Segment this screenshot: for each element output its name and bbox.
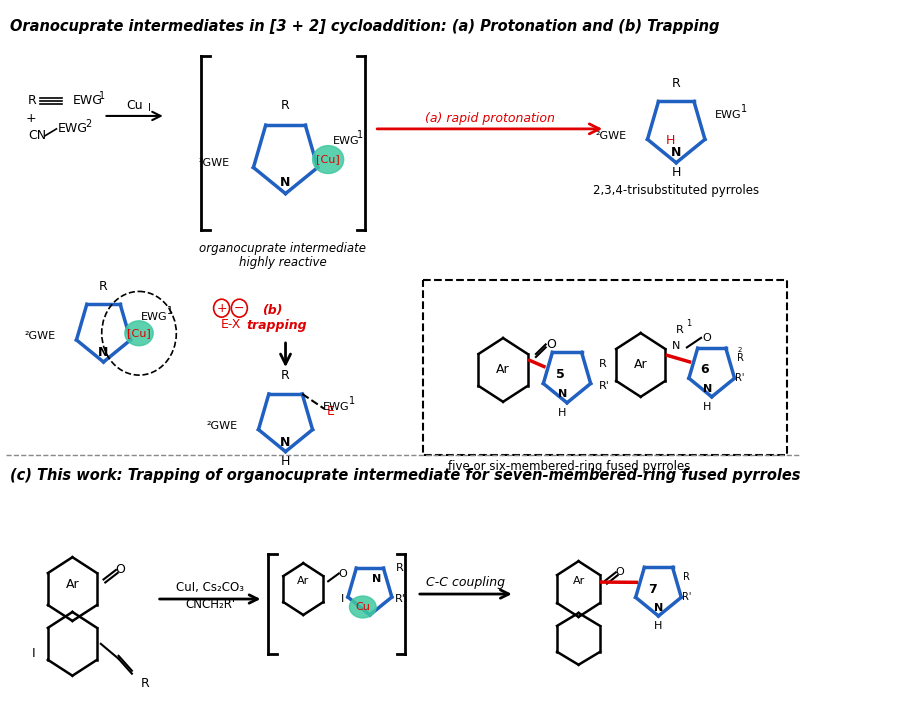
Text: ²GWE: ²GWE [24, 331, 56, 342]
Text: 1: 1 [357, 129, 364, 140]
Text: E: E [327, 406, 335, 418]
Text: H: H [703, 402, 711, 412]
Text: −: − [234, 302, 244, 315]
Text: R: R [281, 99, 290, 112]
Text: R: R [736, 353, 742, 363]
Text: I: I [32, 647, 35, 660]
Text: highly reactive: highly reactive [239, 256, 327, 269]
Text: R: R [281, 369, 290, 382]
Text: O: O [546, 338, 556, 351]
Text: EWG: EWG [322, 402, 349, 412]
Text: O: O [115, 563, 125, 576]
Text: five or six-membered-ring fused pyrroles: five or six-membered-ring fused pyrroles [448, 460, 690, 473]
Ellipse shape [124, 321, 153, 346]
Text: EWG: EWG [714, 110, 741, 120]
Text: 1: 1 [686, 319, 691, 328]
Text: EWG: EWG [72, 94, 102, 108]
Text: R: R [598, 359, 606, 369]
Text: Ar: Ar [496, 363, 510, 376]
Text: 1: 1 [741, 104, 746, 115]
Ellipse shape [312, 146, 344, 174]
Text: R: R [675, 325, 683, 335]
Text: N: N [670, 146, 681, 159]
Text: ²GWE: ²GWE [207, 421, 237, 431]
Text: O: O [701, 333, 710, 343]
Text: 2: 2 [85, 119, 91, 129]
Text: (a) rapid protonation: (a) rapid protonation [424, 112, 554, 125]
Text: O: O [337, 569, 346, 579]
Text: N: N [557, 389, 566, 399]
Text: CN: CN [28, 129, 46, 142]
Text: 2: 2 [737, 347, 741, 353]
Text: C-C coupling: C-C coupling [426, 576, 505, 588]
Text: O: O [614, 567, 623, 577]
Text: R': R' [681, 592, 691, 602]
Text: ²GWE: ²GWE [594, 131, 626, 141]
Text: CNCH₂R': CNCH₂R' [185, 598, 235, 612]
Text: 6: 6 [700, 363, 708, 376]
Text: +: + [25, 112, 36, 125]
Text: H: H [671, 166, 680, 179]
Text: (b): (b) [262, 304, 282, 316]
Ellipse shape [349, 596, 375, 618]
Text: R: R [99, 280, 107, 292]
Text: Ar: Ar [66, 578, 79, 591]
Text: ²GWE: ²GWE [198, 158, 229, 168]
Text: 7: 7 [647, 583, 656, 595]
Text: H: H [281, 455, 290, 468]
Text: Ar: Ar [572, 576, 584, 586]
Text: R': R' [394, 595, 405, 605]
Text: +: + [216, 302, 226, 315]
Text: 5: 5 [555, 368, 564, 382]
Text: 1: 1 [348, 396, 354, 406]
Text: H: H [654, 621, 662, 631]
Text: Cu: Cu [355, 602, 370, 612]
Text: 1: 1 [166, 307, 172, 316]
Text: E-X: E-X [220, 318, 241, 330]
Text: EWG: EWG [332, 136, 359, 146]
Text: H: H [557, 408, 566, 418]
Text: 2,3,4-trisubstituted pyrroles: 2,3,4-trisubstituted pyrroles [593, 184, 759, 197]
Text: Ar: Ar [297, 576, 309, 586]
Text: N: N [653, 603, 662, 613]
Text: EWG: EWG [58, 122, 88, 136]
Text: R: R [396, 563, 403, 574]
Text: R: R [683, 572, 689, 582]
Text: R': R' [598, 381, 609, 391]
Text: EWG: EWG [141, 312, 167, 323]
Text: CuI, Cs₂CO₃: CuI, Cs₂CO₃ [176, 581, 244, 593]
Text: I: I [148, 103, 151, 113]
Text: N: N [702, 384, 711, 394]
Text: I: I [340, 595, 344, 605]
Text: N: N [372, 574, 382, 583]
Text: N: N [280, 436, 290, 449]
Text: trapping: trapping [246, 318, 307, 332]
Text: R: R [671, 77, 680, 89]
Text: N: N [98, 346, 108, 359]
Text: R': R' [734, 373, 744, 383]
Text: R: R [28, 94, 37, 108]
Text: Cu: Cu [126, 99, 143, 112]
Text: Oranocuprate intermediates in [3 + 2] cycloaddition: (a) Protonation and (b) Tra: Oranocuprate intermediates in [3 + 2] cy… [10, 19, 719, 34]
Text: [Cu]: [Cu] [316, 155, 340, 165]
Text: N: N [671, 341, 679, 351]
Text: organocuprate intermediate: organocuprate intermediate [199, 242, 366, 255]
Text: 1: 1 [99, 91, 105, 101]
Text: H: H [665, 134, 674, 147]
Text: (c) This work: Trapping of organocuprate intermediate for seven-membered-ring fu: (c) This work: Trapping of organocuprate… [10, 467, 800, 482]
Text: N: N [280, 176, 290, 189]
Text: [Cu]: [Cu] [127, 328, 151, 338]
Text: R: R [141, 677, 150, 690]
Text: Ar: Ar [633, 359, 647, 371]
